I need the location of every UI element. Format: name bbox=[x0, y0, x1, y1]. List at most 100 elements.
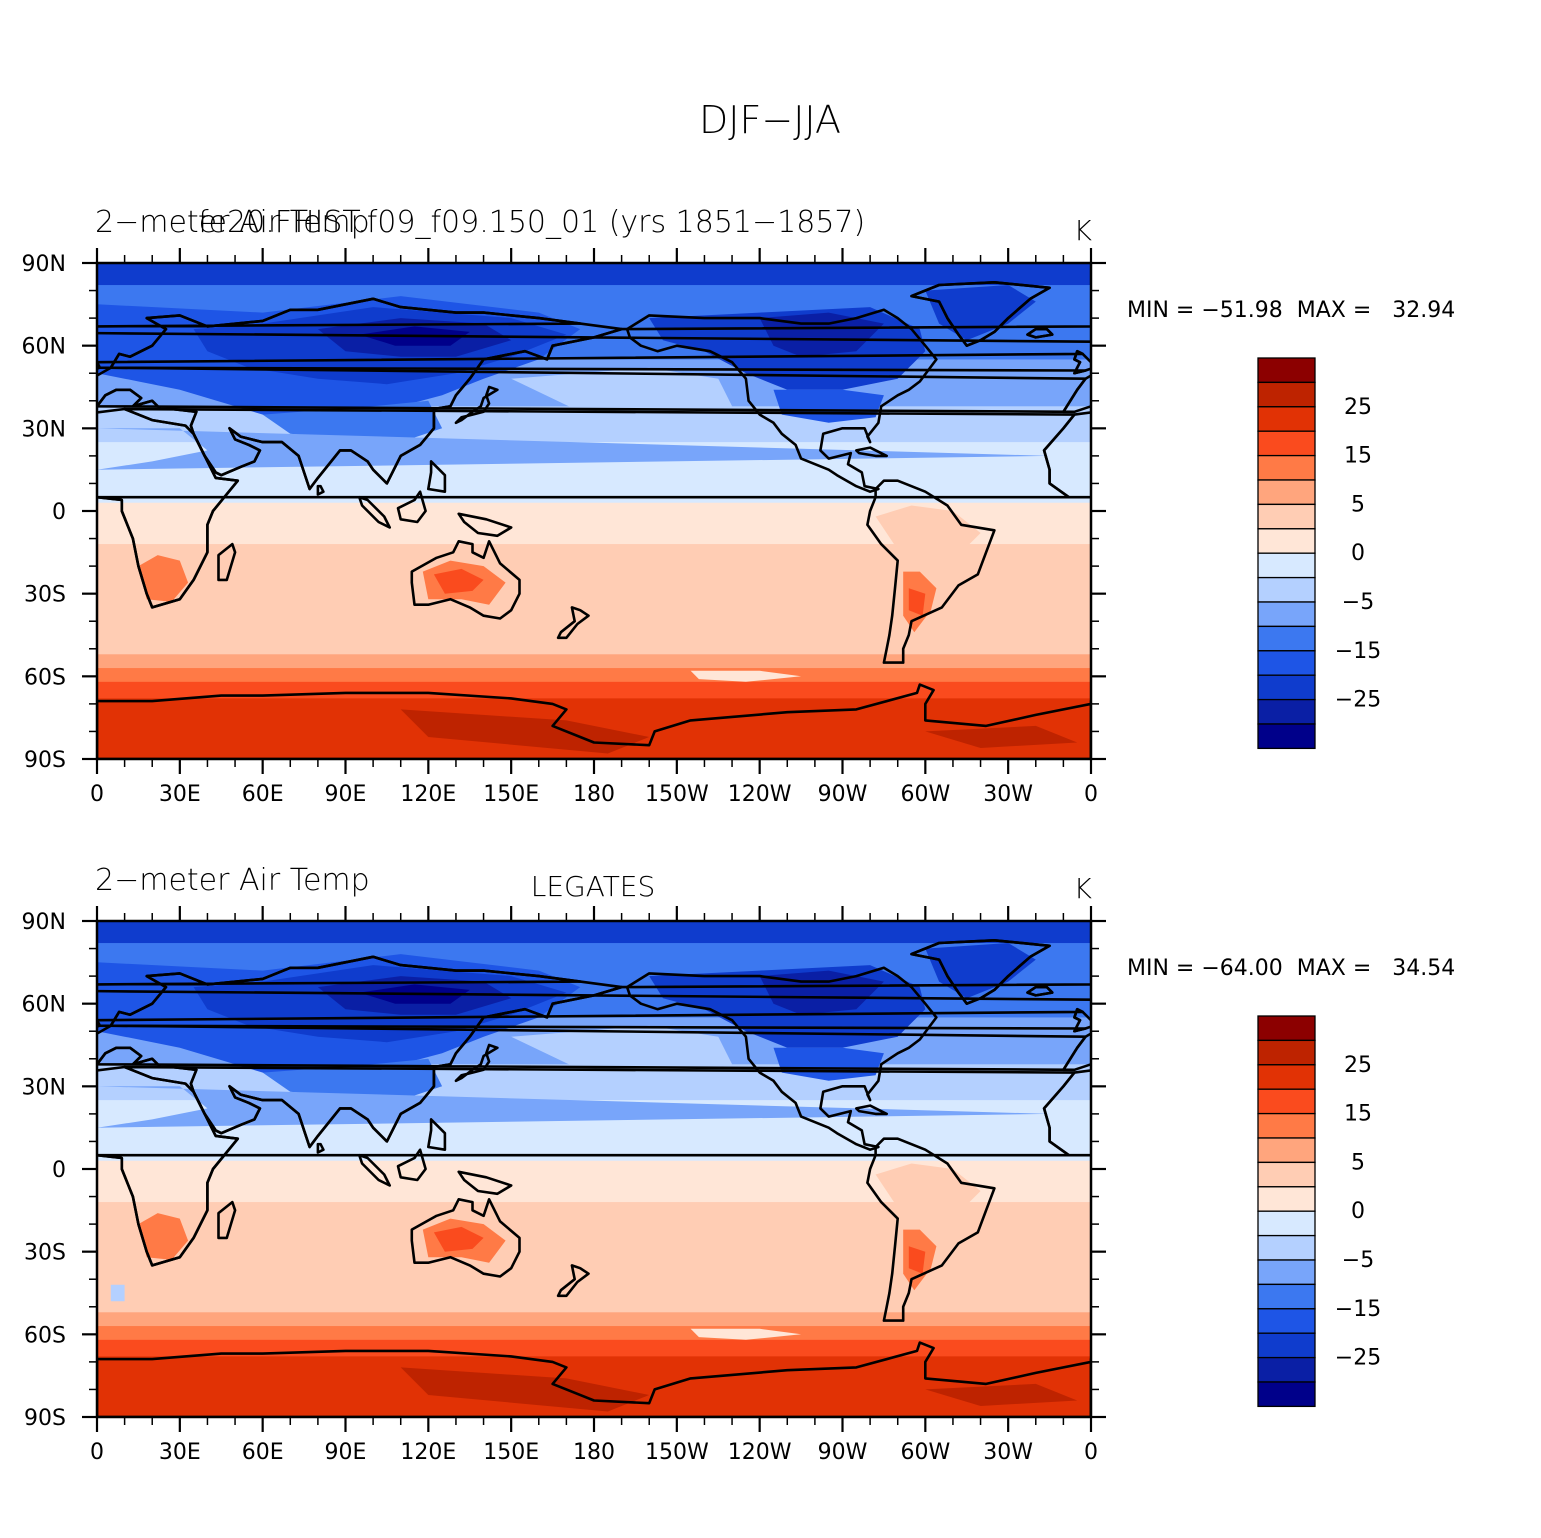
coastline-sumatra bbox=[358, 1153, 391, 1187]
colorbar-swatch bbox=[1257, 1064, 1316, 1090]
coastline-antarctica bbox=[1089, 1357, 1091, 1417]
x-tick-label: 60E bbox=[242, 1440, 284, 1465]
warm-region-safrica bbox=[138, 1213, 189, 1260]
coastline-europe-asia-wrap bbox=[97, 297, 596, 491]
temp-band bbox=[97, 1202, 1091, 1313]
coastline-japan bbox=[454, 385, 499, 425]
panel-left-title: 2−meter Air Temp bbox=[95, 205, 370, 240]
panel-left-title: 2−meter Air Temp bbox=[95, 863, 370, 898]
coastline-madagascar bbox=[217, 542, 237, 582]
colorbar-swatch bbox=[1257, 1283, 1316, 1310]
x-tick-label: 150W bbox=[645, 1440, 709, 1465]
colorbar-swatch bbox=[1257, 1381, 1316, 1408]
coastline-north-america bbox=[625, 308, 938, 493]
x-tick-label: 0 bbox=[1084, 782, 1098, 807]
x-tick-label: 0 bbox=[90, 1440, 104, 1465]
coastline-sumatra bbox=[358, 495, 391, 529]
x-tick-label: 90E bbox=[325, 1440, 367, 1465]
coastline-philippines bbox=[427, 1118, 447, 1151]
colorbar-swatch bbox=[1257, 674, 1316, 701]
coastline-south-america bbox=[866, 479, 996, 664]
colorbar-swatch bbox=[1257, 503, 1316, 530]
y-tick-label: 90S bbox=[24, 748, 66, 773]
panel-units: K bbox=[1074, 872, 1093, 905]
colorbar-swatch bbox=[1257, 357, 1316, 384]
colorbar-swatch bbox=[1257, 576, 1316, 603]
coastline-borneo bbox=[396, 1148, 427, 1182]
coastline-antarctica bbox=[97, 1341, 1091, 1417]
colorbar-swatch bbox=[1257, 1137, 1316, 1164]
colorbar-swatch bbox=[1257, 479, 1316, 506]
colorbar-tick-label: 25 bbox=[1344, 395, 1372, 420]
temp-band bbox=[97, 1312, 1091, 1327]
coastline-japan bbox=[454, 1043, 499, 1083]
warm-region-australia-core bbox=[433, 568, 484, 594]
colorbar-swatch bbox=[1257, 1210, 1316, 1237]
warm-region-safrica bbox=[138, 555, 189, 602]
warm-region-samerica-north bbox=[875, 1163, 981, 1219]
cold-region-namerica-core bbox=[759, 312, 884, 357]
cool-region-south-atlantic bbox=[110, 1284, 125, 1302]
x-tick-label: 180 bbox=[573, 782, 615, 807]
x-tick-label: 60W bbox=[900, 1440, 950, 1465]
temp-band bbox=[97, 1326, 1091, 1341]
temp-band bbox=[97, 654, 1091, 669]
colorbar-swatch bbox=[1257, 528, 1316, 554]
panel-units: K bbox=[1074, 214, 1093, 247]
colorbar-swatch bbox=[1257, 1015, 1316, 1042]
main-title: DJF−JJA bbox=[699, 98, 841, 142]
panel-center-title: LEGATES bbox=[531, 870, 656, 903]
x-tick-label: 90W bbox=[818, 782, 868, 807]
colorbar-tick-label: 25 bbox=[1344, 1053, 1372, 1078]
coastline-africa bbox=[1089, 495, 1091, 499]
x-tick-label: 150E bbox=[483, 782, 539, 807]
coastline-new-guinea bbox=[457, 512, 513, 538]
colorbar-swatch bbox=[1257, 1259, 1316, 1286]
cold-region-namerica-core bbox=[759, 970, 884, 1015]
coastline-uk-wrap-east bbox=[1073, 1007, 1091, 1033]
coastline-australia bbox=[410, 1198, 521, 1278]
coastline-sri-lanka bbox=[316, 1142, 325, 1154]
panel-min-max: MIN = −64.00 MAX = 34.54 bbox=[1127, 956, 1455, 981]
colorbar-swatch bbox=[1257, 1161, 1316, 1188]
coastline-africa bbox=[1089, 1153, 1091, 1157]
colorbar-tick-label: 5 bbox=[1351, 1150, 1365, 1175]
colorbar-swatch bbox=[1257, 601, 1316, 628]
colorbar-tick-label: −5 bbox=[1342, 1248, 1374, 1273]
coastline-australia bbox=[410, 540, 521, 620]
cool-region-south-pacific bbox=[690, 670, 802, 682]
colorbar-swatch bbox=[1257, 1039, 1316, 1066]
temp-band bbox=[97, 544, 1091, 655]
colorbar-tick-label: −25 bbox=[1335, 1346, 1381, 1371]
coastline-europe-asia-wrap bbox=[97, 955, 596, 1149]
colorbar-swatch bbox=[1257, 1356, 1316, 1383]
colorbar-tick-label: −15 bbox=[1335, 639, 1381, 664]
coastline-new-guinea bbox=[457, 1170, 513, 1196]
x-tick-label: 120W bbox=[728, 1440, 792, 1465]
colorbar-tick-label: −15 bbox=[1335, 1297, 1381, 1322]
colorbar-swatch bbox=[1257, 1308, 1316, 1334]
coastline-africa-wrap bbox=[97, 1065, 240, 1267]
coastline-sri-lanka bbox=[316, 484, 325, 496]
coastline-iceland-wrap-east bbox=[1026, 327, 1054, 339]
temperature-field bbox=[97, 263, 1091, 759]
y-tick-label: 30S bbox=[24, 583, 66, 608]
colorbar-tick-label: −5 bbox=[1342, 590, 1374, 615]
temp-band bbox=[97, 1339, 1091, 1357]
cold-region-sahara bbox=[97, 428, 1050, 470]
y-tick-label: 90S bbox=[24, 1406, 66, 1431]
coastline-europe-asia bbox=[1089, 404, 1091, 408]
colorbar-swatch bbox=[1257, 723, 1316, 750]
x-tick-label: 90W bbox=[818, 1440, 868, 1465]
y-tick-label: 30N bbox=[22, 1075, 66, 1100]
warm-region-samerica-north bbox=[875, 505, 981, 561]
y-tick-label: 90N bbox=[22, 252, 66, 277]
cold-region-sahara bbox=[97, 1086, 1050, 1128]
coastlines bbox=[97, 281, 1091, 759]
coastline-greenland-wrap-east bbox=[910, 281, 1051, 347]
temp-band bbox=[97, 681, 1091, 699]
coastline-cuba bbox=[855, 1104, 888, 1116]
panel-min-max: MIN = −51.98 MAX = 32.94 bbox=[1127, 298, 1455, 323]
x-tick-label: 150W bbox=[645, 782, 709, 807]
